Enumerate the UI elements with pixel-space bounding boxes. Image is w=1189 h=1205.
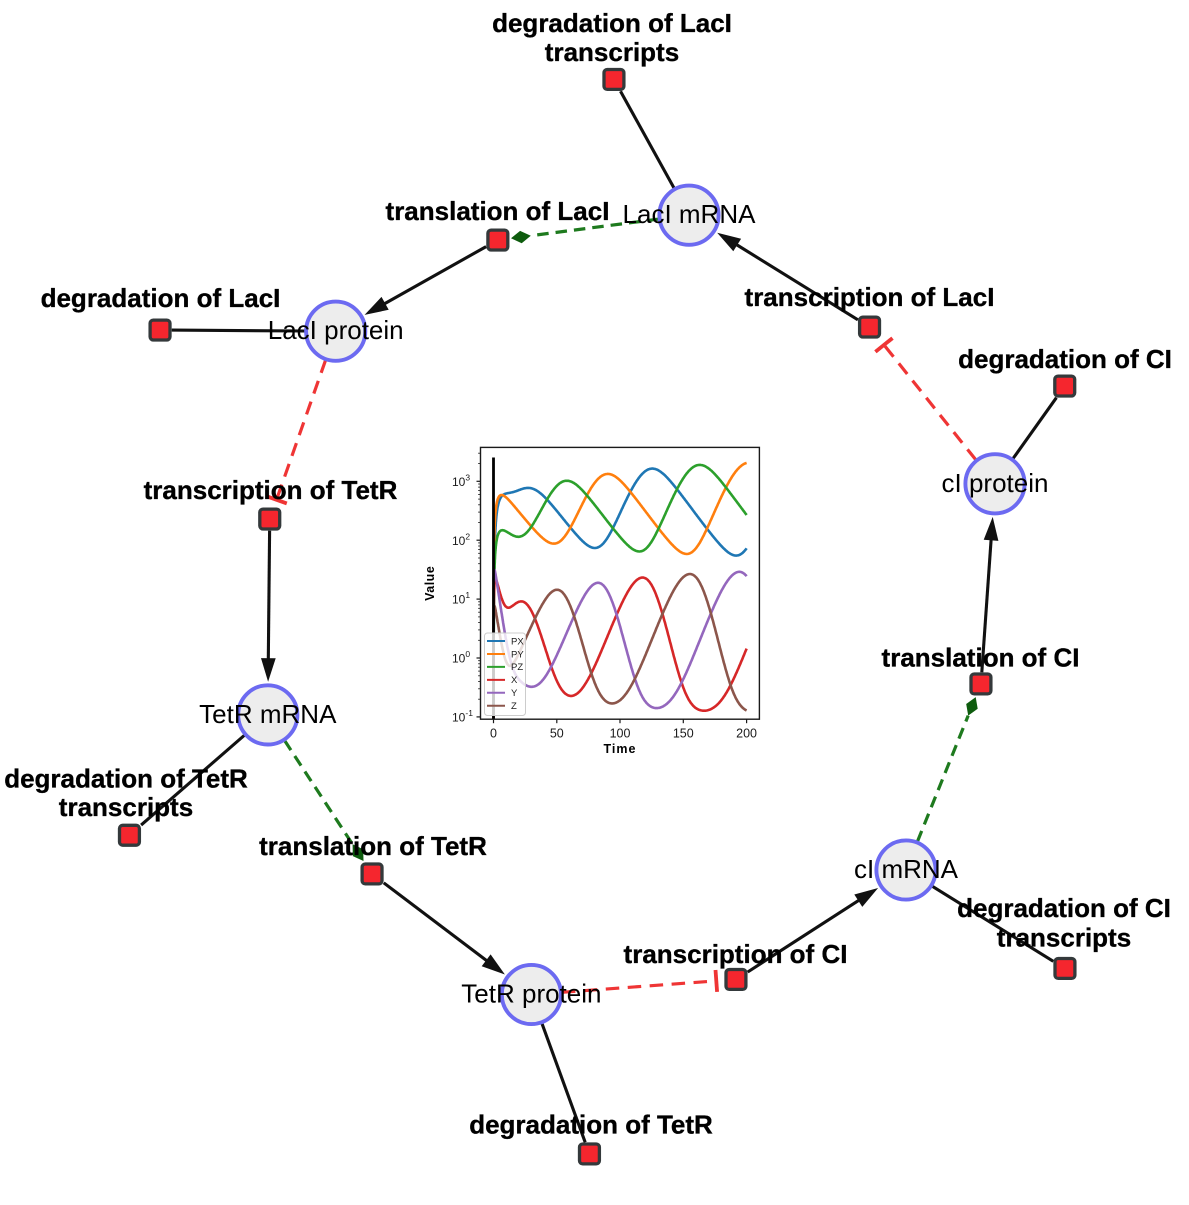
svg-text:degradation of LacI: degradation of LacI (492, 8, 732, 38)
svg-text:200: 200 (736, 727, 757, 741)
svg-text:LacI mRNA: LacI mRNA (623, 199, 757, 229)
svg-text:degradation of CI: degradation of CI (958, 344, 1172, 374)
svg-text:150: 150 (673, 727, 694, 741)
svg-text:degradation of CI: degradation of CI (957, 893, 1171, 923)
svg-text:translation of CI: translation of CI (882, 643, 1080, 673)
svg-text:transcription of TetR: transcription of TetR (144, 475, 398, 505)
svg-text:TetR protein: TetR protein (461, 979, 601, 1009)
svg-text:transcripts: transcripts (545, 37, 679, 67)
svg-text:degradation of TetR: degradation of TetR (469, 1110, 713, 1140)
svg-text:degradation of TetR: degradation of TetR (4, 764, 248, 794)
svg-text:transcripts: transcripts (997, 923, 1131, 953)
svg-text:PY: PY (511, 649, 524, 660)
svg-text:0: 0 (490, 727, 497, 741)
svg-text:Time: Time (603, 742, 636, 756)
svg-text:TetR mRNA: TetR mRNA (199, 699, 337, 729)
svg-text:Value: Value (423, 566, 437, 601)
svg-text:transcripts: transcripts (59, 792, 193, 822)
svg-text:translation of TetR: translation of TetR (259, 831, 487, 861)
svg-text:translation of LacI: translation of LacI (386, 196, 610, 226)
svg-text:cI protein: cI protein (942, 468, 1049, 498)
svg-text:PX: PX (511, 636, 524, 647)
svg-text:PZ: PZ (511, 662, 523, 673)
svg-text:X: X (511, 675, 518, 686)
svg-text:50: 50 (550, 727, 564, 741)
svg-text:transcription of CI: transcription of CI (624, 939, 848, 969)
svg-text:degradation of LacI: degradation of LacI (41, 283, 281, 313)
svg-text:transcription of LacI: transcription of LacI (745, 282, 995, 312)
svg-text:cI mRNA: cI mRNA (854, 854, 959, 884)
svg-text:Y: Y (511, 688, 518, 699)
svg-text:100: 100 (610, 727, 631, 741)
svg-text:LacI protein: LacI protein (268, 315, 404, 345)
svg-text:Z: Z (511, 701, 517, 712)
